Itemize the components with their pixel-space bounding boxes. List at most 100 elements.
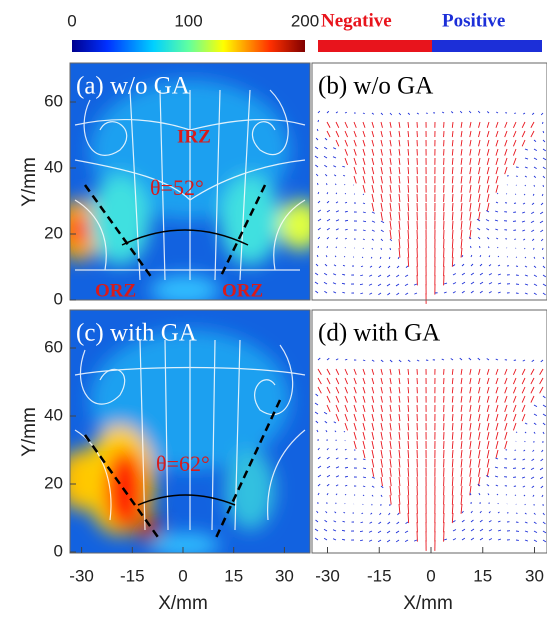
- vector: [416, 112, 420, 115]
- vector: [470, 272, 475, 276]
- vector: [497, 538, 502, 541]
- vector: [451, 494, 454, 505]
- vector: [407, 512, 410, 524]
- vector: [326, 386, 331, 394]
- vector: [524, 274, 528, 277]
- vector: [531, 359, 535, 362]
- vector: [317, 209, 322, 213]
- vector: [539, 386, 544, 394]
- vector: [380, 238, 384, 242]
- vector: [407, 485, 410, 496]
- vector: [362, 404, 366, 412]
- vector: [477, 227, 481, 231]
- vector: [469, 440, 472, 449]
- vector: [398, 229, 401, 240]
- vector: [317, 456, 321, 460]
- vector: [540, 112, 544, 116]
- vector: [504, 130, 508, 138]
- vector: [380, 359, 384, 363]
- vector: [397, 512, 400, 516]
- vector: [371, 130, 375, 138]
- panel-b-label: (b) w/o GA: [318, 73, 433, 100]
- vector: [362, 377, 366, 385]
- vector: [315, 137, 319, 141]
- vector: [451, 377, 454, 385]
- vector: [486, 166, 490, 175]
- vector: [521, 476, 526, 479]
- vector: [333, 174, 337, 177]
- vector: [335, 404, 340, 413]
- vector: [531, 211, 535, 215]
- vector: [344, 395, 348, 403]
- vector: [395, 274, 400, 278]
- vector: [451, 166, 454, 175]
- vector: [533, 413, 538, 417]
- positive-label: Positive: [442, 10, 505, 31]
- vector: [344, 457, 348, 460]
- vector: [371, 413, 375, 422]
- vector: [398, 359, 402, 363]
- vector: [452, 282, 457, 285]
- vector: [317, 386, 322, 394]
- vector: [479, 281, 484, 285]
- vector: [451, 130, 454, 138]
- vector: [497, 273, 501, 276]
- vector: [407, 247, 410, 258]
- vector: [523, 193, 526, 196]
- vector: [380, 148, 383, 156]
- vector: [326, 377, 331, 385]
- vector: [460, 247, 463, 258]
- vector: [333, 264, 337, 267]
- vector: [323, 281, 328, 285]
- vector: [371, 148, 375, 156]
- vector: [371, 112, 375, 115]
- vector: [521, 404, 526, 413]
- vector: [496, 192, 499, 195]
- vector: [342, 291, 346, 294]
- vector: [389, 395, 392, 403]
- vector: [387, 292, 391, 296]
- vector: [315, 173, 319, 177]
- vector: [460, 440, 463, 449]
- vector: [326, 483, 330, 487]
- vector: [470, 519, 474, 523]
- vector: [407, 458, 410, 468]
- vector: [407, 503, 410, 514]
- vector: [380, 377, 383, 385]
- colorbar-tick-label: 200: [291, 11, 319, 30]
- vector: [389, 112, 393, 116]
- vector: [451, 229, 454, 240]
- vector: [452, 538, 457, 541]
- vector: [362, 121, 366, 128]
- x-tick-label: -30: [69, 566, 94, 585]
- vector: [488, 255, 491, 258]
- vector: [362, 175, 366, 184]
- vector: [323, 528, 328, 532]
- x-tick-label: -15: [367, 566, 392, 585]
- vector: [380, 112, 384, 116]
- vector: [371, 458, 375, 468]
- vector: [395, 283, 400, 287]
- vector: [441, 358, 445, 361]
- vector: [451, 386, 454, 394]
- y-tick-label: 40: [44, 157, 63, 176]
- vector: [326, 200, 330, 204]
- vector: [478, 492, 481, 496]
- vector: [531, 112, 535, 115]
- vector: [443, 291, 447, 294]
- vector: [542, 292, 546, 296]
- vector: [470, 254, 473, 258]
- vector: [485, 475, 490, 478]
- vector: [333, 421, 337, 424]
- vector: [504, 431, 508, 440]
- vector: [353, 139, 357, 147]
- vector: [380, 467, 383, 477]
- vector: [362, 193, 365, 196]
- vector: [469, 211, 472, 221]
- vector: [389, 404, 392, 412]
- vector: [380, 485, 384, 489]
- vector: [460, 494, 463, 505]
- vector: [371, 211, 375, 214]
- vector: [539, 211, 544, 215]
